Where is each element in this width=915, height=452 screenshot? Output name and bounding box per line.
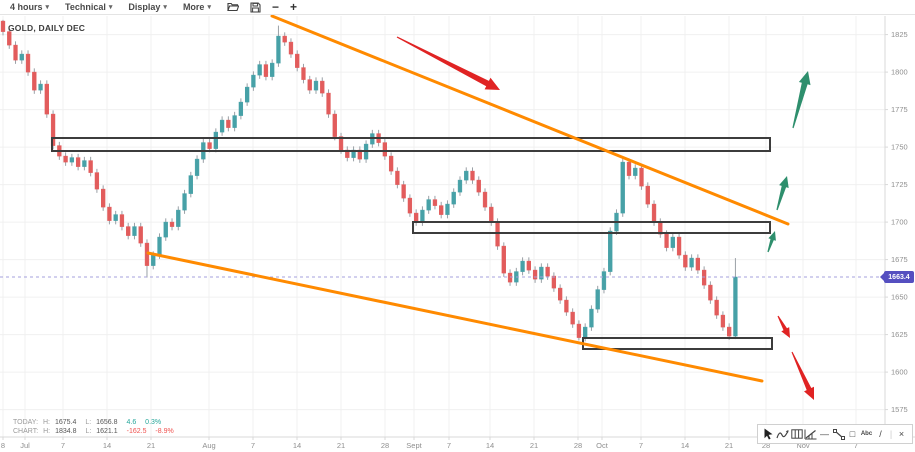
menu-timeframe-label: 4 hours xyxy=(10,2,43,12)
horizontal-line-tool-icon[interactable]: — xyxy=(820,429,829,439)
today-stats-row: TODAY: H: 1675.4 L: 1656.8 4.6 0.3% xyxy=(13,418,181,427)
ray-tool-icon[interactable]: / xyxy=(879,429,882,439)
top-toolbar: 4 hours ▾ Technical ▾ Display ▾ More ▾ −… xyxy=(0,0,915,15)
trendline[interactable] xyxy=(270,14,790,226)
today-high-value: 1675.4 xyxy=(54,419,77,426)
rectangle-tool-icon[interactable]: □ xyxy=(849,429,856,439)
down-arrow-annotation[interactable] xyxy=(791,351,815,400)
gridlines xyxy=(0,16,885,437)
svg-text:14: 14 xyxy=(486,441,494,450)
svg-text:21: 21 xyxy=(725,441,733,450)
menu-timeframe[interactable]: 4 hours ▾ xyxy=(10,2,49,12)
save-icon[interactable] xyxy=(250,1,261,13)
menu-more[interactable]: More ▾ xyxy=(183,2,211,12)
chevron-down-icon: ▾ xyxy=(163,4,167,11)
chart-low-label: L: xyxy=(85,428,92,435)
chart-high-value: 1834.8 xyxy=(55,428,77,435)
menu-more-label: More xyxy=(182,2,205,12)
menu-display-label: Display xyxy=(128,2,161,12)
svg-text:1575: 1575 xyxy=(891,405,908,414)
chart-title: GOLD, DAILY DEC xyxy=(8,23,86,33)
time-axis[interactable]: 8 Jul 7 14 21 Aug 7 14 21 28 Sept 7 14 21 28 Oct 7 14 21 28… xyxy=(1,437,858,450)
chart-low-value: 1621.1 xyxy=(96,428,118,435)
svg-text:1775: 1775 xyxy=(891,105,908,114)
svg-text:7: 7 xyxy=(854,441,858,450)
svg-text:21: 21 xyxy=(530,441,538,450)
price-zone-rectangle[interactable] xyxy=(582,337,773,350)
chevron-down-icon: ▾ xyxy=(45,4,50,11)
menu-display[interactable]: Display ▾ xyxy=(128,2,167,12)
cursor-tool-icon[interactable] xyxy=(762,427,775,441)
menu-technical[interactable]: Technical ▾ xyxy=(65,2,112,12)
svg-text:1750: 1750 xyxy=(891,143,908,152)
svg-text:7: 7 xyxy=(447,441,451,450)
current-price-badge: 1663.4 xyxy=(880,271,914,283)
chart-change-pct: -8.9% xyxy=(155,428,174,435)
chart-stats-row: CHART: H: 1834.8 L: 1621.1 -162.5 -8.9% xyxy=(13,427,181,436)
svg-text:1825: 1825 xyxy=(891,30,908,39)
text-tool-icon[interactable]: Abc xyxy=(860,431,873,437)
svg-text:1600: 1600 xyxy=(891,368,908,377)
svg-text:1700: 1700 xyxy=(891,218,908,227)
stats-legend: TODAY: H: 1675.4 L: 1656.8 4.6 0.3% CHAR… xyxy=(13,418,181,436)
zoom-in-icon[interactable]: + xyxy=(289,0,297,14)
svg-text:Aug: Aug xyxy=(202,441,215,450)
svg-text:28: 28 xyxy=(762,441,770,450)
svg-text:Sept: Sept xyxy=(406,441,422,450)
svg-text:21: 21 xyxy=(337,441,345,450)
down-arrow-annotation[interactable] xyxy=(777,315,791,338)
svg-text:Oct: Oct xyxy=(596,441,609,450)
svg-text:1800: 1800 xyxy=(891,68,908,77)
today-low-label: L: xyxy=(85,419,92,426)
svg-text:1675: 1675 xyxy=(891,255,908,264)
polyline-tool-icon[interactable] xyxy=(776,427,789,441)
svg-text:Nov: Nov xyxy=(796,441,810,450)
svg-text:1650: 1650 xyxy=(891,293,908,302)
svg-text:1625: 1625 xyxy=(891,330,908,339)
today-low-value: 1656.8 xyxy=(96,419,118,426)
down-arrow-annotation[interactable] xyxy=(396,36,500,91)
zoom-out-icon[interactable]: − xyxy=(271,0,279,14)
price-axis[interactable]: 1825 1800 1775 1750 1725 1700 1675 1650 1625 1600… xyxy=(885,30,908,414)
svg-text:7: 7 xyxy=(251,441,255,450)
svg-text:7: 7 xyxy=(639,441,643,450)
open-folder-icon[interactable] xyxy=(227,2,239,12)
price-zone-rectangle[interactable] xyxy=(51,137,771,152)
svg-text:7: 7 xyxy=(61,441,65,450)
price-zone-rectangle[interactable] xyxy=(412,221,771,234)
segment-tool-icon[interactable] xyxy=(832,427,845,441)
chart-high-label: H: xyxy=(43,428,51,435)
grid-tool-icon[interactable] xyxy=(790,427,803,441)
svg-text:Jul: Jul xyxy=(20,441,30,450)
trend-channel-tool-icon[interactable] xyxy=(804,427,817,441)
drawing-toolbar: — □ Abc / | × xyxy=(757,424,913,444)
svg-text:1725: 1725 xyxy=(891,180,908,189)
trendline[interactable] xyxy=(146,251,764,383)
today-label: TODAY: xyxy=(13,419,39,426)
svg-text:14: 14 xyxy=(103,441,111,450)
toolbar-separator: | xyxy=(889,429,893,439)
chevron-down-icon: ▾ xyxy=(108,4,113,11)
svg-text:28: 28 xyxy=(574,441,582,450)
chevron-down-icon: ▾ xyxy=(207,4,211,11)
chart-change: -162.5 xyxy=(126,428,147,435)
up-arrow-annotation[interactable] xyxy=(776,176,789,211)
close-toolbar-icon[interactable]: × xyxy=(898,429,905,439)
svg-text:21: 21 xyxy=(147,441,155,450)
up-arrow-annotation[interactable] xyxy=(792,71,811,129)
chart-label: CHART: xyxy=(13,428,39,435)
today-high-label: H: xyxy=(42,419,50,426)
svg-text:8: 8 xyxy=(1,441,5,450)
svg-text:14: 14 xyxy=(293,441,301,450)
menu-technical-label: Technical xyxy=(65,2,106,12)
svg-text:28: 28 xyxy=(381,441,389,450)
today-change: 4.6 xyxy=(126,419,137,426)
svg-text:14: 14 xyxy=(681,441,689,450)
up-arrow-annotation[interactable] xyxy=(767,231,776,253)
candles-series xyxy=(0,19,738,342)
today-change-pct: 0.3% xyxy=(145,419,162,426)
